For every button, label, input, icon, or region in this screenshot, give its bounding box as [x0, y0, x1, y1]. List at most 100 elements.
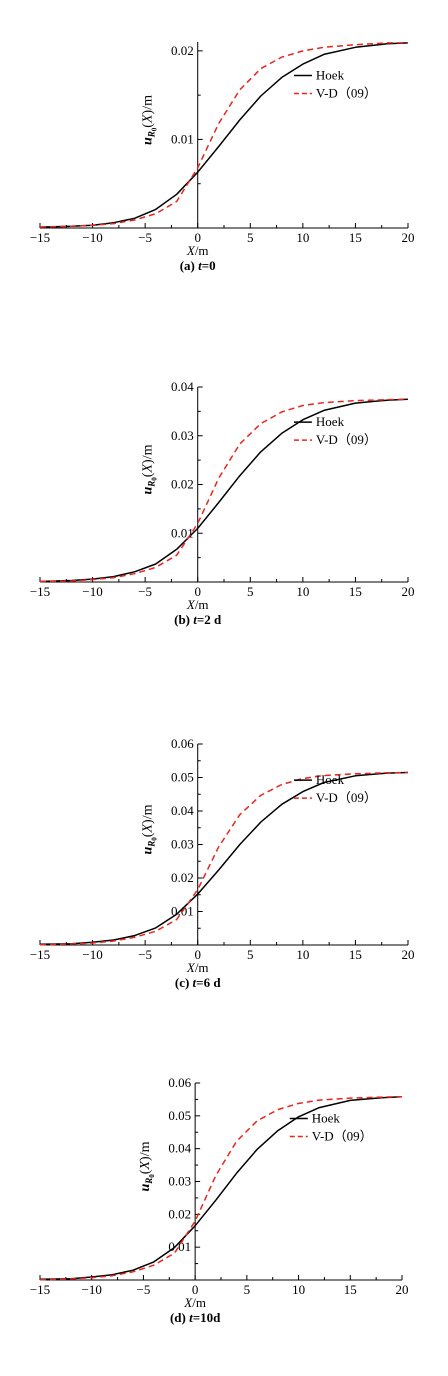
y-tick-label: 0.01 [168, 1239, 191, 1254]
y-axis-title: uR0(X)/m [141, 804, 159, 854]
x-tick-label: 15 [349, 230, 362, 245]
series-line-vd09 [39, 771, 409, 946]
caption-value: =6 d [196, 975, 221, 990]
series-line-vd09 [39, 398, 409, 583]
chart-panel-1: −15 −10 −5 0 5 10 15 20 0.01 0.02 0.03 0.04 Hoek V-D（… [30, 379, 415, 627]
caption-letter: (c) [175, 975, 193, 990]
legend-entry: Hoek [316, 414, 345, 429]
y-tick-label: 0.04 [171, 803, 194, 818]
x-axis-title: X/m [183, 1295, 206, 1310]
y-title-sub-0: 0 [151, 837, 159, 841]
x-tick-label: −15 [30, 1282, 50, 1297]
x-tick-label: 5 [247, 947, 254, 962]
series-line-hoek [39, 42, 409, 228]
panel-caption: (b) t=2 d [174, 612, 222, 627]
caption-letter: (a) [180, 258, 198, 273]
x-tick-label: 0 [194, 584, 201, 599]
x-axis-title: X/m [186, 597, 209, 612]
y-axis-title: uR0(X)/m [141, 95, 159, 145]
x-axis-title-unit: /m [195, 960, 209, 975]
x-tick-label: 15 [349, 947, 362, 962]
y-tick-label: 0.01 [171, 131, 194, 146]
y-tick-label: 0.03 [171, 428, 194, 443]
x-tick-label: −10 [82, 1282, 102, 1297]
legend-entry: V-D（09） [316, 790, 377, 805]
y-tick-label: 0.06 [168, 1075, 191, 1090]
y-title-x: X [141, 464, 156, 474]
chart-panel-3: −15 −10 −5 0 5 10 15 20 0.01 0.02 0.03 0.04 0.05 0.06… [30, 1075, 409, 1325]
x-tick-label: −10 [82, 947, 102, 962]
y-tick-label: 0.02 [171, 43, 194, 58]
x-tick-label: −5 [138, 947, 152, 962]
y-title-u: u [141, 487, 156, 495]
y-title-paren-open: ( [141, 123, 156, 128]
y-title-paren-open: ( [141, 832, 156, 837]
x-tick-label: −5 [137, 1282, 151, 1297]
x-axis-title: X/m [186, 243, 209, 258]
y-title-unit: /m [141, 444, 156, 459]
series-line-hoek [39, 1096, 403, 1281]
caption-value: =10d [193, 1310, 221, 1325]
x-tick-label: 10 [296, 947, 309, 962]
chart-panel-0: −15 −10 −5 0 5 10 15 200.010.02HoekV-D（09）X/m(a… [30, 42, 415, 273]
y-title-sub-r: R [144, 1178, 154, 1185]
y-tick-label: 0.04 [168, 1141, 191, 1156]
legend-entry: Hoek [312, 1110, 341, 1125]
legend-entry: Hoek [316, 67, 345, 82]
caption-var: t [193, 612, 197, 627]
x-tick-label: 20 [402, 947, 415, 962]
legend-entry: V-D（09） [316, 85, 377, 100]
y-tick-label: 0.05 [168, 1108, 191, 1123]
series-line-hoek [39, 771, 409, 946]
x-tick-label: −15 [30, 230, 50, 245]
y-title-unit: /m [138, 1141, 153, 1156]
x-tick-label: 0 [194, 230, 201, 245]
y-title-x: X [138, 1161, 153, 1171]
x-axis-title-var: X [186, 960, 196, 975]
x-tick-label: −15 [30, 584, 50, 599]
y-tick-label: 0.05 [171, 770, 194, 785]
series-line-vd09 [39, 42, 408, 228]
caption-var: t [198, 258, 202, 273]
x-tick-label: −10 [82, 584, 102, 599]
caption-letter: (b) [174, 612, 193, 627]
y-title-paren-close: ) [138, 1156, 153, 1161]
legend-entry: V-D（09） [312, 1128, 373, 1143]
y-title-sub-0: 0 [148, 1174, 156, 1178]
x-tick-label: 20 [402, 230, 415, 245]
y-tick-label: 0.02 [171, 477, 194, 492]
x-tick-label: 10 [296, 584, 309, 599]
x-tick-label: −5 [138, 230, 152, 245]
caption-var: t [193, 975, 197, 990]
legend-entry: Hoek [316, 772, 345, 787]
panel-caption: (d) t=10d [170, 1310, 221, 1325]
x-axis-title-var: X [186, 597, 196, 612]
x-axis-title-var: X [183, 1295, 193, 1310]
y-tick-label: 0.02 [171, 870, 194, 885]
y-title-u: u [141, 137, 156, 145]
y-title-sub-r: R [147, 481, 157, 488]
y-title-paren-open: ( [141, 472, 156, 477]
x-axis-title-var: X [186, 243, 196, 258]
y-title-paren-open: ( [138, 1169, 153, 1174]
caption-var: t [189, 1310, 193, 1325]
x-tick-label: 20 [396, 1282, 409, 1297]
y-title-sub-r: R [147, 131, 157, 138]
y-title-u: u [141, 847, 156, 855]
y-tick-label: 0.04 [171, 379, 194, 394]
x-axis-title-unit: /m [192, 1295, 206, 1310]
x-tick-label: 15 [349, 584, 362, 599]
y-title-u: u [138, 1184, 153, 1192]
panel-caption: (c) t=6 d [175, 975, 221, 990]
y-title-paren-close: ) [141, 819, 156, 824]
y-tick-label: 0.06 [171, 736, 194, 751]
y-title-x: X [141, 824, 156, 834]
y-title-sub-0: 0 [151, 127, 159, 131]
x-tick-label: 5 [247, 584, 254, 599]
x-tick-label: −15 [30, 947, 50, 962]
panel-caption: (a) t=0 [180, 258, 216, 273]
x-axis-title: X/m [186, 960, 209, 975]
y-title-x: X [141, 114, 156, 124]
y-tick-label: 0.03 [171, 837, 194, 852]
